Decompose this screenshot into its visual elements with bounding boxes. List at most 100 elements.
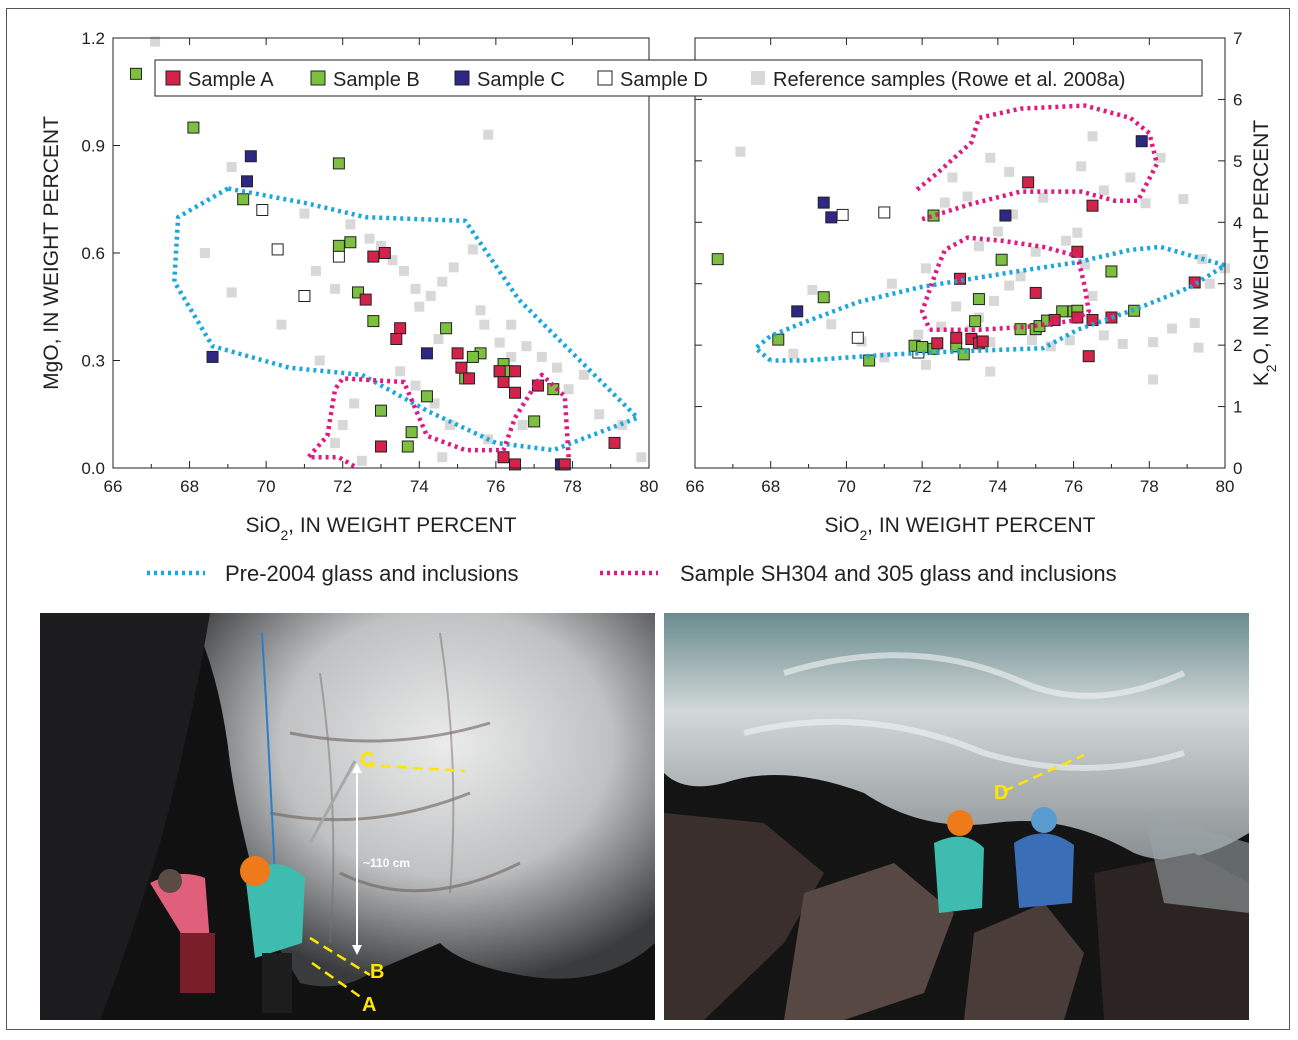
sample-point	[206, 350, 219, 363]
sample-point	[440, 322, 453, 335]
legend-label-blue: Pre-2004 glass and inclusions	[225, 561, 519, 586]
reference-point	[521, 341, 532, 352]
sample-point	[927, 209, 940, 222]
field-outline	[306, 372, 571, 469]
legend-swatch	[751, 71, 765, 85]
reference-point	[1004, 166, 1015, 177]
sample-point	[367, 250, 380, 263]
x-tick-label: 72	[333, 477, 352, 496]
sample-point	[825, 211, 838, 224]
sample-point	[375, 440, 387, 453]
reference-point	[479, 319, 490, 330]
legend: Sample A Sample B Sample C Sample D Referenc…	[154, 59, 1203, 97]
sample-point	[375, 404, 387, 417]
reference-point	[398, 265, 409, 276]
reference-point	[962, 191, 973, 202]
reference-point	[506, 319, 517, 330]
reference-point	[349, 398, 360, 409]
sample-point	[999, 209, 1012, 222]
sample-point	[466, 350, 479, 363]
reference-point	[1061, 235, 1071, 246]
y-tick-label: 4	[1233, 213, 1242, 232]
legend-label: Sample D	[620, 69, 708, 91]
y-tick-label: 0.0	[81, 459, 105, 478]
sample-point	[405, 426, 418, 439]
reference-point	[437, 276, 448, 287]
reference-point	[1038, 192, 1049, 203]
reference-point	[425, 291, 436, 301]
reference-point	[913, 329, 924, 340]
sample-point	[931, 337, 944, 350]
sample-point	[451, 347, 464, 360]
reference-point	[966, 324, 977, 335]
reference-point	[433, 334, 444, 344]
reference-point	[735, 146, 746, 157]
field-outline	[913, 103, 1160, 222]
reference-point	[376, 240, 386, 251]
reference-point	[992, 226, 1003, 237]
y-axis-label: MgO, IN WEIGHT PERCENT	[40, 116, 63, 390]
sample-point	[390, 333, 403, 345]
sample-point	[497, 451, 510, 464]
reference-point	[1098, 185, 1109, 196]
y-tick-label: 0	[1233, 459, 1242, 478]
marker-d: D	[994, 782, 1008, 804]
sample-point	[241, 175, 253, 188]
reference-point	[387, 255, 398, 266]
legend-swatch	[597, 70, 613, 86]
sample-point	[558, 458, 571, 471]
reference-point	[989, 295, 1000, 306]
reference-point	[448, 262, 459, 273]
figure-frame	[6, 8, 1290, 1030]
y-tick-label: 1	[1233, 398, 1242, 417]
legend-swatch	[310, 70, 326, 86]
sample-point	[509, 458, 521, 471]
reference-point	[1148, 337, 1159, 348]
marker-a: A	[362, 994, 376, 1016]
sample-point	[1048, 313, 1061, 326]
sample-point	[237, 193, 250, 206]
bottom-legend: Pre-2004 glass and inclusions Sample SH30…	[147, 561, 1117, 586]
y-tick-label: 2	[1233, 336, 1242, 355]
legend-swatch	[454, 70, 470, 86]
sample-point	[332, 157, 345, 170]
legend-label: Sample B	[333, 69, 420, 91]
reference-point	[310, 265, 321, 276]
reference-point	[1004, 280, 1015, 291]
reference-point	[1167, 323, 1177, 334]
sample-point	[608, 436, 621, 449]
sample-point	[950, 331, 963, 344]
x-tick-label: 68	[180, 477, 199, 496]
reference-point	[299, 208, 310, 219]
reference-point	[364, 233, 375, 244]
sample-point	[1086, 199, 1099, 212]
reference-point	[920, 263, 931, 274]
reference-point	[150, 36, 161, 47]
sample-point	[1029, 286, 1042, 299]
y-tick-label: 0.6	[81, 244, 105, 263]
reference-point	[578, 369, 589, 380]
reference-point	[936, 321, 947, 332]
reference-point	[552, 362, 563, 373]
sample-point	[957, 348, 970, 361]
reference-point	[494, 337, 505, 348]
x-tick-label: 74	[410, 477, 429, 496]
reference-point	[467, 244, 478, 255]
reference-point	[429, 398, 440, 409]
reference-point	[879, 352, 890, 363]
sample-point	[772, 333, 785, 346]
sample-point	[1188, 276, 1201, 289]
sample-point	[528, 415, 541, 428]
x-tick-label: 72	[913, 477, 932, 496]
sample-point	[791, 305, 804, 318]
reference-point	[517, 420, 528, 430]
plot-frame	[694, 37, 1226, 469]
x-tick-label: 70	[257, 477, 276, 496]
sample-point	[1022, 176, 1035, 189]
reference-point	[973, 241, 984, 252]
sample-point	[129, 67, 142, 80]
reference-point	[1015, 271, 1026, 282]
sample-point	[359, 293, 372, 306]
y-tick-label: 5	[1233, 152, 1242, 171]
legend-label: Reference samples (Rowe et al. 2008a)	[773, 69, 1125, 91]
